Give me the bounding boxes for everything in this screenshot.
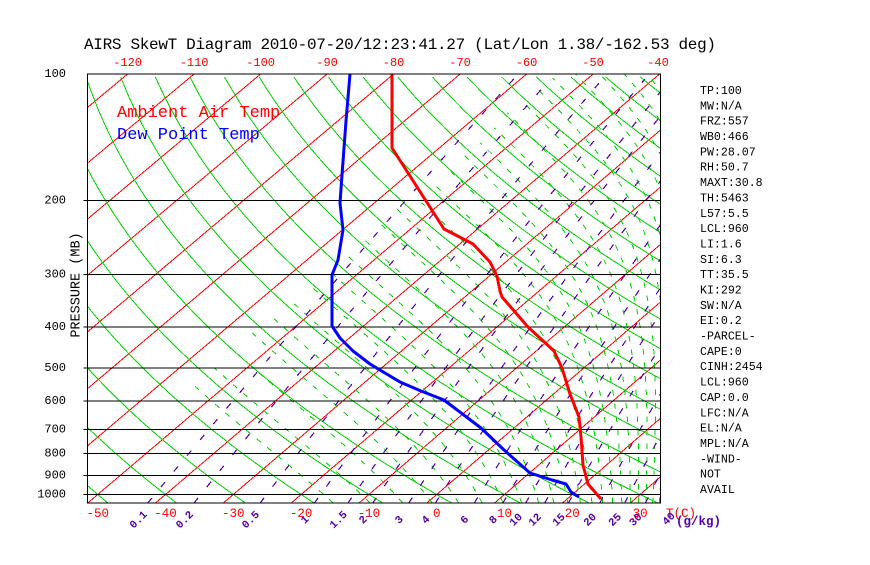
- svg-text:MPL:N/A: MPL:N/A: [700, 438, 749, 451]
- svg-text:L57:5.5: L57:5.5: [700, 208, 749, 221]
- svg-text:SW:N/A: SW:N/A: [700, 300, 742, 313]
- svg-text:700: 700: [44, 422, 66, 436]
- svg-text:10: 10: [497, 507, 512, 521]
- svg-text:4: 4: [420, 514, 433, 527]
- svg-text:LCL:960: LCL:960: [700, 223, 749, 236]
- svg-text:TP:100: TP:100: [700, 85, 742, 98]
- svg-text:TT:35.5: TT:35.5: [700, 269, 749, 282]
- svg-text:CAP:0.0: CAP:0.0: [700, 392, 749, 405]
- svg-text:0.1: 0.1: [128, 509, 151, 532]
- svg-text:1.5: 1.5: [328, 509, 351, 532]
- svg-text:600: 600: [44, 394, 66, 408]
- svg-text:-40: -40: [154, 507, 177, 521]
- svg-text:MAXT:30.8: MAXT:30.8: [700, 177, 763, 190]
- svg-text:CINH:2454: CINH:2454: [700, 361, 763, 374]
- svg-text:MW:N/A: MW:N/A: [700, 100, 742, 113]
- svg-text:AVAIL: AVAIL: [700, 484, 735, 497]
- svg-text:CAPE:0: CAPE:0: [700, 346, 742, 359]
- svg-text:-110: -110: [180, 56, 209, 70]
- svg-text:EI:0.2: EI:0.2: [700, 315, 742, 328]
- svg-text:0.2: 0.2: [174, 509, 196, 531]
- svg-text:20: 20: [582, 512, 600, 530]
- svg-text:-30: -30: [222, 507, 245, 521]
- svg-text:AIRS SkewT Diagram 2010-07-20/: AIRS SkewT Diagram 2010-07-20/12:23:41.2…: [84, 36, 716, 54]
- svg-text:-20: -20: [290, 507, 313, 521]
- svg-text:300: 300: [44, 268, 66, 282]
- svg-text:6: 6: [459, 514, 472, 527]
- svg-text:-60: -60: [516, 56, 538, 70]
- svg-text:SI:6.3: SI:6.3: [700, 254, 742, 267]
- svg-text:500: 500: [44, 361, 66, 375]
- svg-text:Dew Point Temp: Dew Point Temp: [117, 126, 260, 145]
- svg-text:-120: -120: [113, 56, 142, 70]
- svg-text:LI:1.6: LI:1.6: [700, 239, 742, 252]
- svg-text:LCL:960: LCL:960: [700, 377, 749, 390]
- svg-text:-70: -70: [449, 56, 471, 70]
- svg-text:Ambient Air Temp: Ambient Air Temp: [117, 104, 280, 123]
- svg-text:WB0:466: WB0:466: [700, 131, 749, 144]
- svg-text:-50: -50: [86, 507, 109, 521]
- svg-text:0: 0: [433, 507, 441, 521]
- svg-text:-80: -80: [383, 56, 405, 70]
- svg-text:-40: -40: [647, 56, 669, 70]
- svg-text:1000: 1000: [37, 488, 66, 502]
- svg-text:3: 3: [393, 514, 406, 527]
- svg-text:TH:5463: TH:5463: [700, 192, 749, 205]
- svg-text:25: 25: [607, 511, 625, 529]
- svg-text:-WIND-: -WIND-: [700, 453, 742, 466]
- svg-text:30: 30: [633, 507, 648, 521]
- svg-text:200: 200: [44, 194, 66, 208]
- svg-text:T(C): T(C): [666, 507, 696, 521]
- svg-text:EL:N/A: EL:N/A: [700, 423, 742, 436]
- svg-text:KI:292: KI:292: [700, 285, 742, 298]
- svg-text:FRZ:557: FRZ:557: [700, 116, 749, 129]
- svg-text:-100: -100: [246, 56, 275, 70]
- svg-text:20: 20: [565, 507, 580, 521]
- svg-text:LFC:N/A: LFC:N/A: [700, 407, 749, 420]
- svg-text:12: 12: [527, 512, 545, 530]
- svg-text:800: 800: [44, 447, 66, 461]
- svg-text:RH:50.7: RH:50.7: [700, 162, 749, 175]
- svg-text:-90: -90: [316, 56, 338, 70]
- svg-text:PW:28.07: PW:28.07: [700, 146, 756, 159]
- svg-text:PRESSURE (MB): PRESSURE (MB): [70, 232, 85, 337]
- svg-text:-10: -10: [358, 507, 381, 521]
- svg-text:NOT: NOT: [700, 469, 721, 482]
- svg-text:-PARCEL-: -PARCEL-: [700, 331, 756, 344]
- svg-text:(g/kg): (g/kg): [676, 515, 721, 529]
- svg-text:100: 100: [44, 67, 66, 81]
- svg-text:-50: -50: [582, 56, 604, 70]
- svg-text:900: 900: [44, 468, 66, 482]
- svg-text:400: 400: [44, 320, 66, 334]
